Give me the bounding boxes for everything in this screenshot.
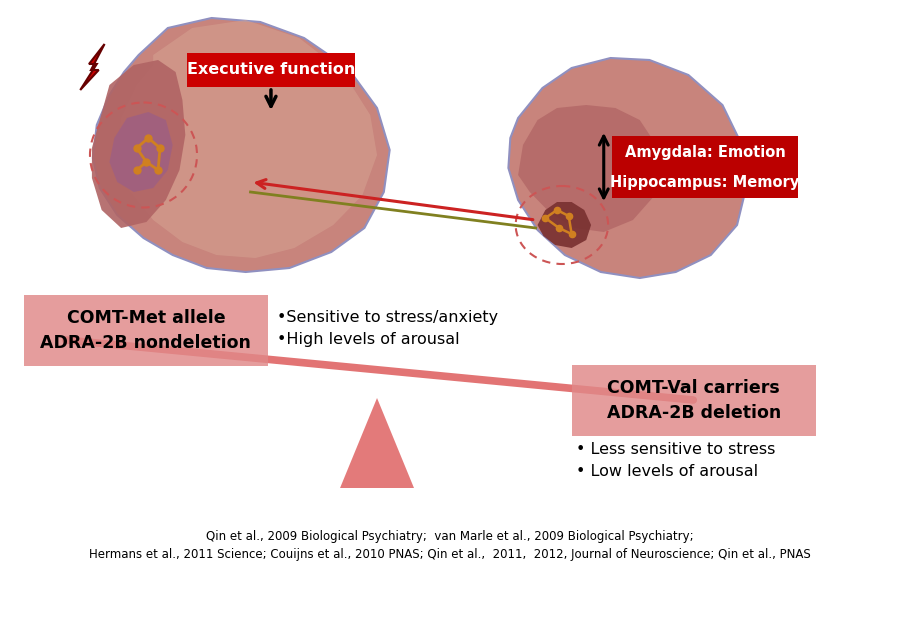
Text: Qin et al., 2009 Biological Psychiatry;  van Marle et al., 2009 Biological Psych: Qin et al., 2009 Biological Psychiatry; … xyxy=(206,530,694,543)
Polygon shape xyxy=(508,58,747,278)
FancyBboxPatch shape xyxy=(187,53,355,87)
Text: Hippocampus: Memory: Hippocampus: Memory xyxy=(610,175,799,189)
Polygon shape xyxy=(537,202,591,248)
Text: COMT-Val carriers
ADRA-2B deletion: COMT-Val carriers ADRA-2B deletion xyxy=(607,379,781,422)
Polygon shape xyxy=(80,44,104,90)
FancyBboxPatch shape xyxy=(611,166,798,198)
Text: • Less sensitive to stress: • Less sensitive to stress xyxy=(577,442,776,457)
Text: Amygdala: Emotion: Amygdala: Emotion xyxy=(625,145,786,160)
FancyBboxPatch shape xyxy=(611,136,798,168)
Polygon shape xyxy=(117,20,377,258)
Text: •High levels of arousal: •High levels of arousal xyxy=(277,332,459,347)
FancyBboxPatch shape xyxy=(23,295,268,366)
Text: COMT-Met allele
ADRA-2B nondeletion: COMT-Met allele ADRA-2B nondeletion xyxy=(40,309,251,351)
Text: • Low levels of arousal: • Low levels of arousal xyxy=(577,464,759,479)
FancyBboxPatch shape xyxy=(572,365,816,436)
Polygon shape xyxy=(93,18,390,272)
Text: Executive function: Executive function xyxy=(187,63,356,78)
Polygon shape xyxy=(92,60,185,228)
Text: Hermans et al., 2011 Science; Couijns et al., 2010 PNAS; Qin et al.,  2011,  201: Hermans et al., 2011 Science; Couijns et… xyxy=(89,548,811,561)
Polygon shape xyxy=(340,398,414,488)
Polygon shape xyxy=(110,112,173,192)
Polygon shape xyxy=(518,105,659,232)
Text: •Sensitive to stress/anxiety: •Sensitive to stress/anxiety xyxy=(277,310,498,325)
